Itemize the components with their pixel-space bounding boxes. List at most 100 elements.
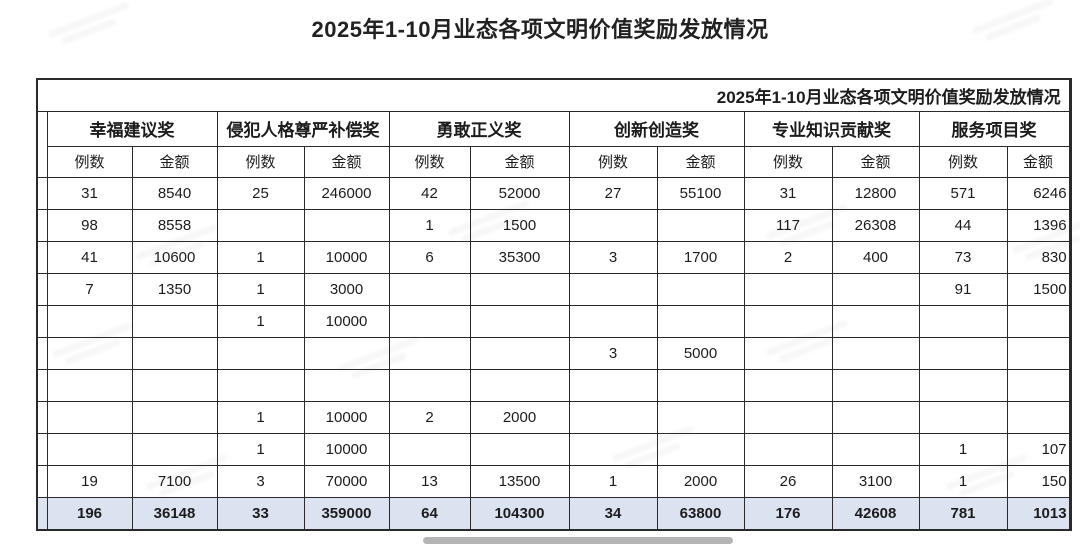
table-cell[interactable]: 25	[216, 176, 305, 210]
table-cell[interactable]: 1500	[469, 208, 570, 242]
table-cell[interactable]: 107	[1006, 432, 1071, 466]
table-cell[interactable]	[46, 368, 133, 402]
table-inner-title[interactable]: 2025年1-10月业态各项文明价值奖励发放情况	[36, 78, 1071, 112]
table-cell[interactable]: 13500	[469, 464, 570, 498]
sub-header-amount[interactable]: 金额	[1006, 145, 1071, 178]
table-cell[interactable]: 10000	[303, 400, 390, 434]
row-stub-cell[interactable]	[36, 432, 48, 466]
table-cell[interactable]: 1	[216, 432, 305, 466]
total-cell[interactable]: 64	[388, 496, 471, 531]
table-cell[interactable]: 42	[388, 176, 471, 210]
table-cell[interactable]: 10000	[303, 432, 390, 466]
table-cell[interactable]: 2000	[656, 464, 745, 498]
table-cell[interactable]	[216, 208, 305, 242]
table-cell[interactable]: 1	[388, 208, 471, 242]
row-stub-cell[interactable]	[36, 272, 48, 306]
table-cell[interactable]	[1006, 368, 1071, 402]
table-cell[interactable]: 1	[216, 304, 305, 338]
table-cell[interactable]	[656, 272, 745, 306]
table-cell[interactable]: 31	[743, 176, 833, 210]
table-cell[interactable]: 7	[46, 272, 133, 306]
table-cell[interactable]	[131, 400, 218, 434]
total-cell[interactable]: 34	[568, 496, 658, 531]
table-cell[interactable]	[656, 432, 745, 466]
table-cell[interactable]	[831, 304, 920, 338]
group-header-professional-knowledge[interactable]: 专业知识贡献奖	[743, 110, 920, 147]
table-cell[interactable]: 27	[568, 176, 658, 210]
table-cell[interactable]	[568, 304, 658, 338]
table-cell[interactable]	[216, 336, 305, 370]
table-cell[interactable]: 10600	[131, 240, 218, 274]
table-cell[interactable]: 571	[918, 176, 1008, 210]
table-cell[interactable]	[743, 304, 833, 338]
table-cell[interactable]: 3	[568, 336, 658, 370]
table-cell[interactable]: 26	[743, 464, 833, 498]
table-cell[interactable]: 1	[568, 464, 658, 498]
table-cell[interactable]: 7100	[131, 464, 218, 498]
table-cell[interactable]: 70000	[303, 464, 390, 498]
sub-header-cases[interactable]: 例数	[46, 145, 133, 178]
row-stub-cell[interactable]	[36, 240, 48, 274]
table-cell[interactable]	[131, 432, 218, 466]
table-cell[interactable]: 73	[918, 240, 1008, 274]
sub-header-cases[interactable]: 例数	[216, 145, 305, 178]
table-cell[interactable]: 1	[216, 272, 305, 306]
table-cell[interactable]	[568, 432, 658, 466]
row-stub-cell[interactable]	[36, 208, 48, 242]
table-cell[interactable]: 8558	[131, 208, 218, 242]
table-cell[interactable]	[469, 304, 570, 338]
table-cell[interactable]: 2	[743, 240, 833, 274]
sub-header-cases[interactable]: 例数	[743, 145, 833, 178]
table-cell[interactable]: 400	[831, 240, 920, 274]
sub-header-cases[interactable]: 例数	[388, 145, 471, 178]
table-cell[interactable]	[831, 336, 920, 370]
table-cell[interactable]: 8540	[131, 176, 218, 210]
table-cell[interactable]	[743, 368, 833, 402]
table-cell[interactable]	[469, 432, 570, 466]
table-cell[interactable]: 1350	[131, 272, 218, 306]
total-cell[interactable]: 33	[216, 496, 305, 531]
row-stub-cell[interactable]	[36, 368, 48, 402]
table-cell[interactable]: 3	[216, 464, 305, 498]
table-cell[interactable]: 41	[46, 240, 133, 274]
table-cell[interactable]	[46, 400, 133, 434]
row-stub-cell[interactable]	[36, 176, 48, 210]
sub-header-cases[interactable]: 例数	[918, 145, 1008, 178]
table-cell[interactable]	[388, 432, 471, 466]
row-stub-cell[interactable]	[36, 400, 48, 434]
table-cell[interactable]: 98	[46, 208, 133, 242]
table-cell[interactable]: 5000	[656, 336, 745, 370]
table-cell[interactable]	[831, 272, 920, 306]
table-cell[interactable]: 1396	[1006, 208, 1071, 242]
horizontal-scrollbar-thumb[interactable]	[423, 537, 733, 544]
total-cell[interactable]: 104300	[469, 496, 570, 531]
table-cell[interactable]: 10000	[303, 240, 390, 274]
total-cell[interactable]: 176	[743, 496, 833, 531]
table-cell[interactable]	[1006, 400, 1071, 434]
table-cell[interactable]	[216, 368, 305, 402]
sub-header-cases[interactable]: 例数	[568, 145, 658, 178]
total-cell[interactable]: 1013	[1006, 496, 1071, 531]
table-cell[interactable]: 6246	[1006, 176, 1071, 210]
table-cell[interactable]	[568, 400, 658, 434]
table-cell[interactable]: 13	[388, 464, 471, 498]
table-cell[interactable]	[918, 368, 1008, 402]
table-cell[interactable]: 1500	[1006, 272, 1071, 306]
table-cell[interactable]: 19	[46, 464, 133, 498]
table-cell[interactable]: 2000	[469, 400, 570, 434]
group-header-service-project[interactable]: 服务项目奖	[918, 110, 1071, 147]
table-cell[interactable]	[656, 400, 745, 434]
table-cell[interactable]	[131, 304, 218, 338]
table-cell[interactable]: 246000	[303, 176, 390, 210]
group-header-brave-justice[interactable]: 勇敢正义奖	[388, 110, 570, 147]
table-cell[interactable]: 1	[918, 464, 1008, 498]
table-cell[interactable]	[743, 272, 833, 306]
table-cell[interactable]: 1	[216, 400, 305, 434]
table-cell[interactable]: 12800	[831, 176, 920, 210]
table-cell[interactable]	[1006, 336, 1071, 370]
sub-header-amount[interactable]: 金额	[831, 145, 920, 178]
sub-header-amount[interactable]: 金额	[656, 145, 745, 178]
table-cell[interactable]	[303, 336, 390, 370]
table-cell[interactable]: 91	[918, 272, 1008, 306]
table-cell[interactable]	[918, 400, 1008, 434]
